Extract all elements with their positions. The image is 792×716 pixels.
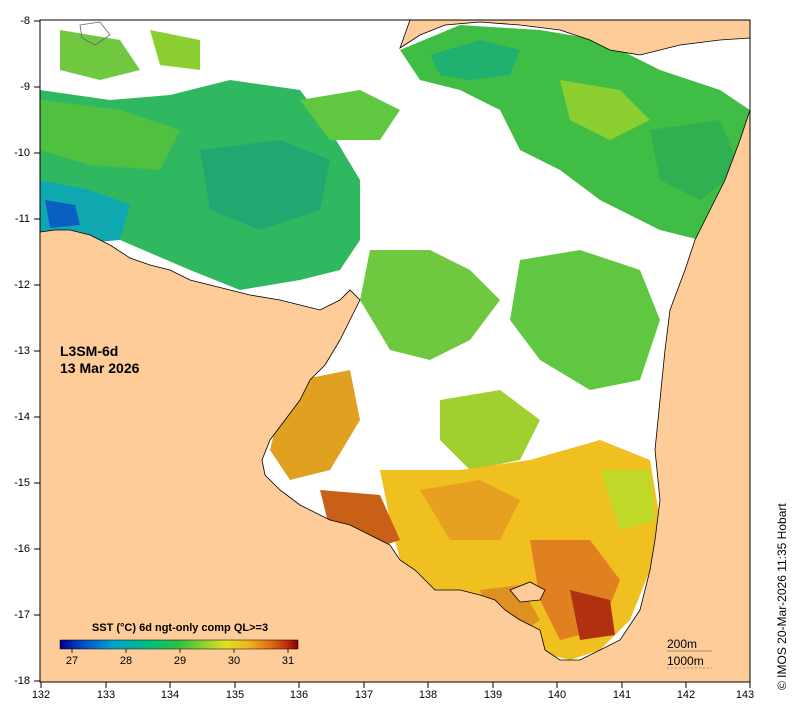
- lon-label: 136: [289, 689, 309, 701]
- lon-label: 141: [612, 689, 632, 701]
- colorbar-title: SST (°C) 6d ngt-only comp QL>=3: [91, 622, 269, 634]
- land: [40, 20, 750, 682]
- lat-label: -12: [14, 279, 30, 291]
- isobath-1000m-label: 1000m: [667, 654, 704, 668]
- lat-ticks: [34, 20, 40, 682]
- lat-label: -9: [20, 81, 30, 93]
- lon-label: 139: [483, 689, 503, 701]
- product-name: L3SM-6d: [60, 343, 119, 359]
- lon-label: 134: [160, 689, 180, 701]
- colorbar-tick-label: 29: [173, 655, 187, 667]
- lon-label: 133: [96, 689, 116, 701]
- colorbar-tick-label: 28: [119, 655, 133, 667]
- colorbar-tick-label: 31: [281, 655, 295, 667]
- lon-ticks: [40, 682, 751, 688]
- lat-label: -15: [14, 477, 30, 489]
- lat-label: -13: [14, 345, 30, 357]
- credit-text: © IMOS 20-Mar-2026 11:35 Hobart: [775, 503, 789, 690]
- lon-label: 143: [735, 689, 755, 701]
- colorbar: [59, 639, 299, 650]
- product-date: 13 Mar 2026: [60, 360, 140, 376]
- lon-label: 137: [354, 689, 374, 701]
- sst-data-layer: [40, 25, 750, 660]
- lat-label: -10: [14, 147, 30, 159]
- lon-label: 138: [418, 689, 438, 701]
- colorbar-tick-label: 30: [227, 655, 241, 667]
- lon-label: 132: [31, 689, 51, 701]
- lat-label: -14: [14, 411, 30, 423]
- lat-label: -18: [14, 675, 30, 687]
- lat-label: -11: [14, 213, 30, 225]
- lon-label: 135: [225, 689, 245, 701]
- lat-label: -17: [14, 609, 30, 621]
- product-label: L3SM-6d 13 Mar 2026: [60, 343, 139, 377]
- isobath-200m-label: 200m: [667, 637, 698, 651]
- colorbar-tick-label: 27: [65, 655, 79, 667]
- lat-label: -8: [20, 15, 30, 27]
- colorbar-ticks: [71, 649, 289, 653]
- lat-label: -16: [14, 543, 30, 555]
- lon-label: 142: [676, 689, 696, 701]
- lon-label: 140: [547, 689, 567, 701]
